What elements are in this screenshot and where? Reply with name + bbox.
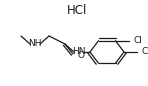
Text: Cl: Cl xyxy=(142,47,148,57)
Text: O: O xyxy=(77,50,84,60)
Text: Cl: Cl xyxy=(133,36,142,45)
Text: NH: NH xyxy=(28,39,42,49)
Text: HN: HN xyxy=(72,47,86,57)
Text: HCl: HCl xyxy=(67,4,87,17)
